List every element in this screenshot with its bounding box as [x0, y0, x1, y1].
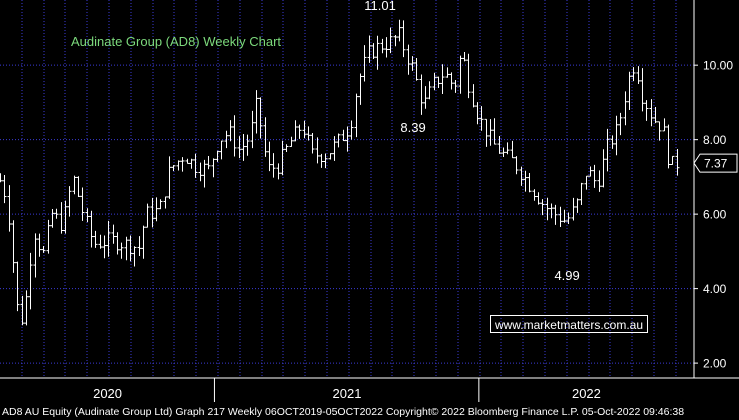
x-tick-label-2021: 2021 [333, 386, 362, 401]
y-tick-label-2: 6.00 [703, 208, 727, 222]
annotation-low: 4.99 [554, 267, 580, 283]
x-tick-label-2020: 2020 [93, 386, 122, 401]
annotation-pullback: 8.39 [400, 120, 426, 136]
y-tick-label-3: 8.00 [703, 133, 727, 147]
last-price-tag [693, 153, 738, 173]
chart-title: Audinate Group (AD8) Weekly Chart [71, 34, 282, 49]
watermark-link[interactable]: www.marketmatters.com.au [490, 315, 648, 333]
y-tick-label-0: 2.00 [703, 357, 727, 371]
y-tick-label-4: 10.00 [703, 59, 733, 73]
last-price-label: 7.37 [704, 157, 728, 171]
y-tick-label-1: 4.00 [703, 282, 727, 296]
annotation-high: 11.01 [364, 0, 396, 13]
x-tick-label-2022: 2022 [572, 386, 601, 401]
chart-footer: AD8 AU Equity (Audinate Group Ltd) Graph… [2, 406, 685, 418]
